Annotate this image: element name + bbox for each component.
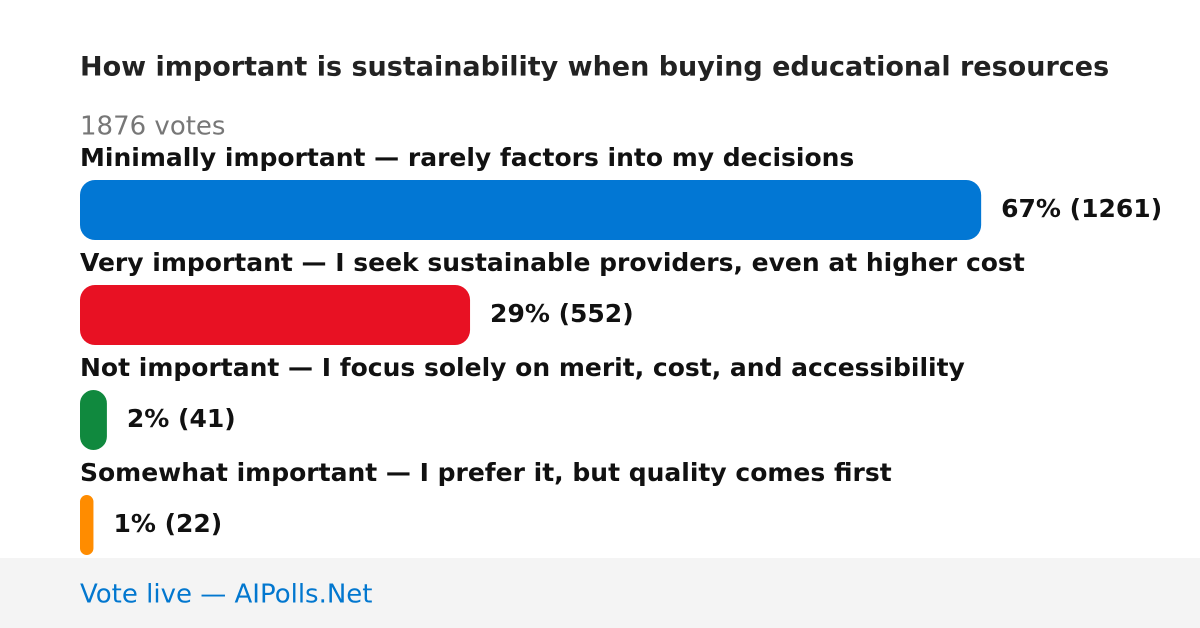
- option-label: Minimally important — rarely factors int…: [80, 143, 854, 172]
- option-label: Somewhat important — I prefer it, but qu…: [80, 458, 892, 487]
- bar: [80, 495, 94, 555]
- vote-count: 1876 votes: [80, 112, 225, 142]
- bar: [80, 180, 982, 240]
- value-label: 29% (552): [490, 299, 634, 328]
- footer-link[interactable]: Vote live — AIPolls.Net: [80, 580, 373, 610]
- bar: [80, 390, 107, 450]
- value-label: 2% (41): [127, 404, 236, 433]
- bar: [80, 285, 471, 345]
- value-label: 67% (1261): [1001, 194, 1162, 223]
- option-label: Not important — I focus solely on merit,…: [80, 353, 965, 382]
- value-label: 1% (22): [113, 509, 222, 538]
- option-label: Very important — I seek sustainable prov…: [80, 248, 1025, 277]
- footer-bar: [0, 558, 1200, 628]
- poll-title: How important is sustainability when buy…: [80, 52, 1109, 83]
